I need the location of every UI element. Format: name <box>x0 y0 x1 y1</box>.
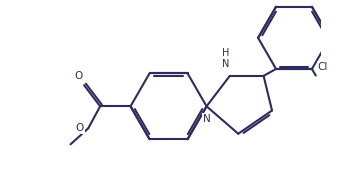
Text: Cl: Cl <box>318 62 328 72</box>
Text: O: O <box>76 123 84 133</box>
Text: O: O <box>74 71 82 81</box>
Text: N: N <box>203 114 210 124</box>
Text: H
N: H N <box>222 48 229 69</box>
